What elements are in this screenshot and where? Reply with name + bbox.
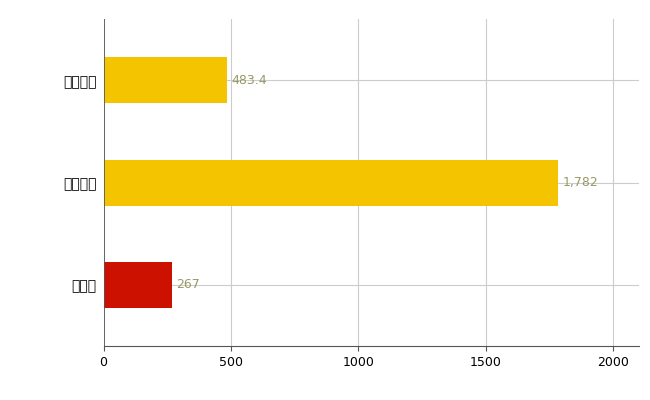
Bar: [103, 58, 227, 104]
Text: 267: 267: [176, 278, 200, 291]
Text: 483.4: 483.4: [231, 74, 267, 87]
Bar: [103, 160, 558, 206]
Bar: [103, 262, 172, 308]
Text: 1,782: 1,782: [562, 176, 598, 189]
